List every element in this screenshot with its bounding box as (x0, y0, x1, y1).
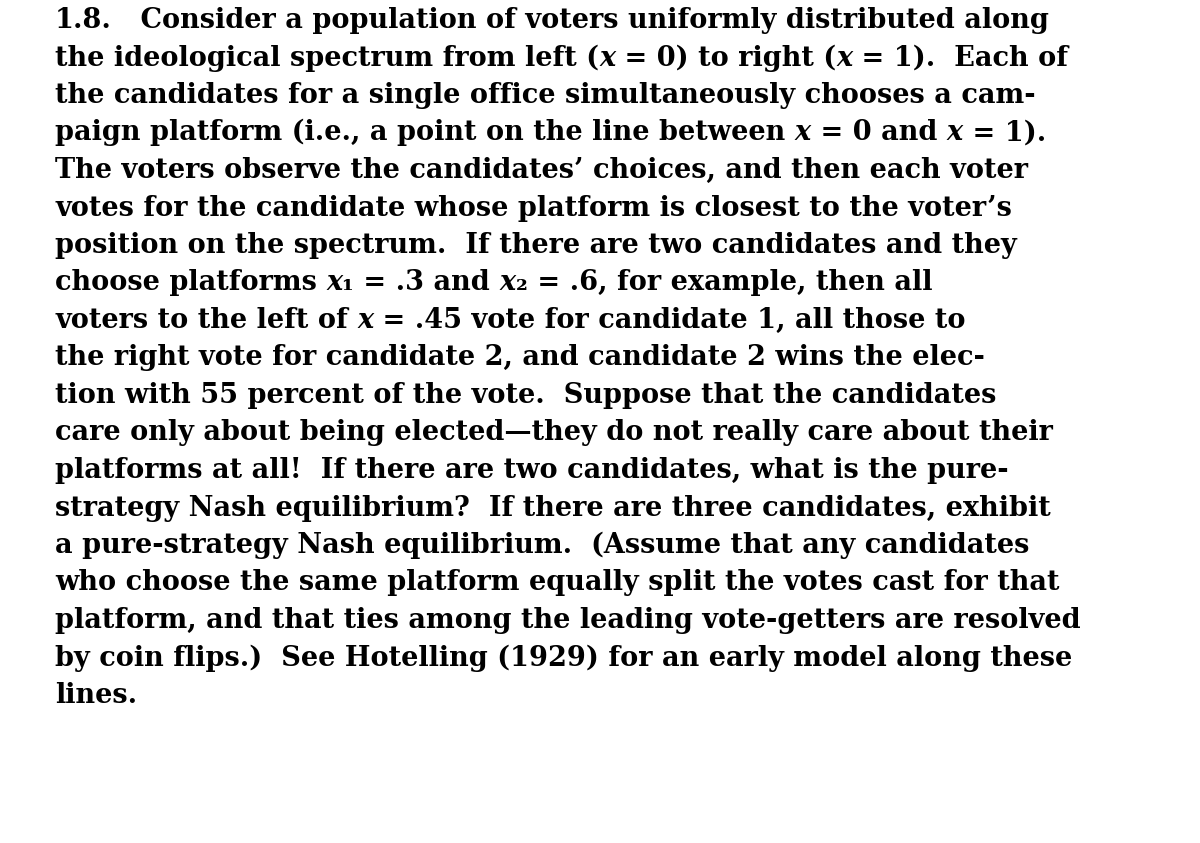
Text: a pure-strategy Nash equilibrium.  (Assume that any candidates: a pure-strategy Nash equilibrium. (Assum… (55, 532, 1030, 559)
Text: The voters observe the candidates’ choices, and then each voter: The voters observe the candidates’ choic… (55, 157, 1028, 184)
Text: votes for the candidate whose platform is closest to the voter’s: votes for the candidate whose platform i… (55, 195, 1012, 222)
Text: = .45 vote for candidate 1, all those to: = .45 vote for candidate 1, all those to (373, 307, 966, 334)
Text: x: x (599, 45, 616, 72)
Text: the candidates for a single office simultaneously chooses a cam-: the candidates for a single office simul… (55, 82, 1036, 109)
Text: platforms at all!  If there are two candidates, what is the pure-: platforms at all! If there are two candi… (55, 457, 1009, 484)
Text: ₁ = .3 and: ₁ = .3 and (342, 270, 499, 297)
Text: x: x (499, 270, 516, 297)
Text: choose platforms: choose platforms (55, 270, 326, 297)
Text: 1.8.: 1.8. (55, 7, 112, 34)
Text: by coin flips.)  See Hotelling (1929) for an early model along these: by coin flips.) See Hotelling (1929) for… (55, 644, 1073, 672)
Text: tion with 55 percent of the vote.  Suppose that the candidates: tion with 55 percent of the vote. Suppos… (55, 382, 996, 409)
Text: position on the spectrum.  If there are two candidates and they: position on the spectrum. If there are t… (55, 232, 1016, 259)
Text: paign platform (i.e., a point on the line between: paign platform (i.e., a point on the lin… (55, 119, 794, 147)
Text: x: x (326, 270, 342, 297)
Text: the ideological spectrum from left (: the ideological spectrum from left ( (55, 44, 599, 72)
Text: = 0) to right (: = 0) to right ( (616, 44, 836, 72)
Text: = 1).  Each of: = 1). Each of (852, 45, 1068, 72)
Text: strategy Nash equilibrium?  If there are three candidates, exhibit: strategy Nash equilibrium? If there are … (55, 495, 1051, 522)
Text: voters to the left of: voters to the left of (55, 307, 358, 334)
Text: x: x (947, 120, 962, 147)
Text: x: x (836, 45, 852, 72)
Text: x: x (794, 120, 811, 147)
Text: = 0 and: = 0 and (811, 120, 947, 147)
Text: care only about being elected—they do not really care about their: care only about being elected—they do no… (55, 420, 1052, 447)
Text: lines.: lines. (55, 682, 137, 709)
Text: ₂ = .6, for example, then all: ₂ = .6, for example, then all (516, 270, 932, 297)
Text: the right vote for candidate 2, and candidate 2 wins the elec-: the right vote for candidate 2, and cand… (55, 345, 985, 372)
Text: = 1).: = 1). (962, 120, 1046, 147)
Text: platform, and that ties among the leading vote-getters are resolved: platform, and that ties among the leadin… (55, 607, 1081, 634)
Text: x: x (358, 307, 373, 334)
Text: Consider a population of voters uniformly distributed along: Consider a population of voters uniforml… (112, 7, 1049, 34)
Text: who choose the same platform equally split the votes cast for that: who choose the same platform equally spl… (55, 570, 1060, 597)
